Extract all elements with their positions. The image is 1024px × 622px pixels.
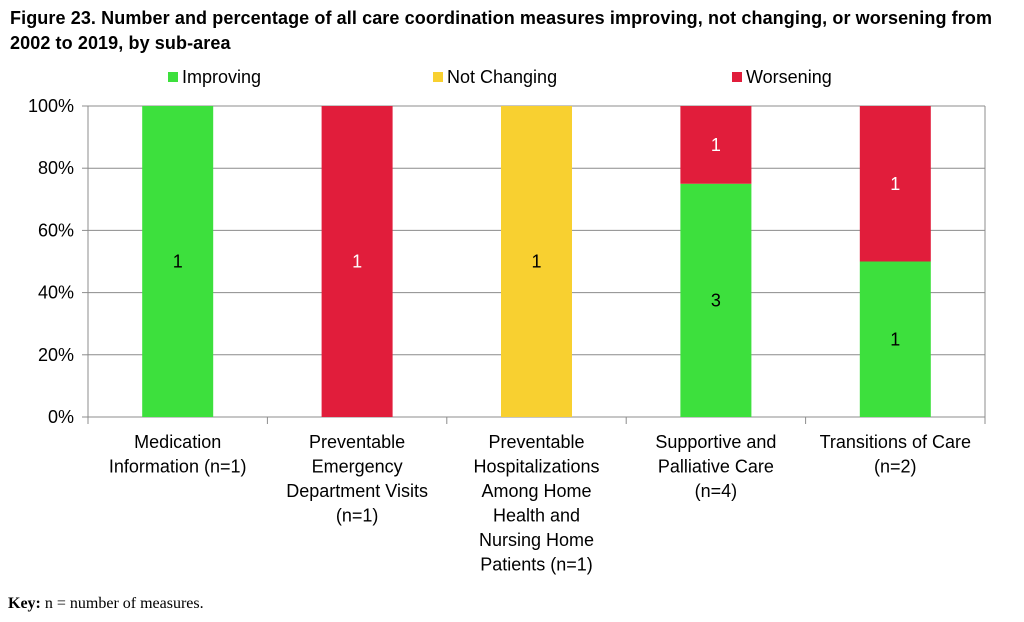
bar-segment [680,106,752,184]
stacked-bar-chart: 0% 20% 40% 60% 80% 100% 1 Medication Information… [28,96,986,575]
x-category-label-line: Patients (n=1) [480,555,593,575]
x-category-label: Medication Information (n=1) [109,432,247,477]
legend-label-improving: Improving [182,67,262,87]
x-category-label-line: Preventable [488,432,584,452]
x-category-label: Supportive and Palliative Care (n=4) [655,432,776,501]
key-note: Key: n = number of measures. [8,595,204,613]
y-tick-label: 20% [38,345,74,365]
x-category-label-line: (n=1) [336,506,379,526]
y-tick-label: 0% [48,407,74,427]
y-tick-label: 60% [38,220,74,240]
x-category-label-line: (n=2) [874,457,917,477]
x-category-label-line: Transitions of Care [820,432,971,452]
bar-segment [680,183,752,417]
legend-label-worsening: Worsening [746,67,832,87]
data-label: 1 [173,252,183,272]
x-category-label-line: Preventable [309,432,405,452]
y-tick-label: 100% [28,96,74,116]
legend: Improving Not Changing Worsening [0,64,1024,90]
data-label: 1 [890,329,900,349]
legend-item-improving: Improving [168,64,261,90]
x-category-label-line: Among Home [481,481,591,501]
bar-segment [321,106,393,417]
x-category-label: Preventable Hospitalizations Among Home Hea… [473,432,599,575]
x-category-label-line: Nursing Home [479,530,594,550]
x-category-label-line: Hospitalizations [473,457,599,477]
key-label: Key: [8,595,41,612]
data-label: 3 [711,290,721,310]
y-tick-label: 80% [38,158,74,178]
legend-item-worsening: Worsening [732,64,832,90]
x-category-label: Preventable Emergency Department Visits (n=… [286,432,428,526]
legend-label-not-changing: Not Changing [447,67,558,87]
bar-segment [501,106,572,417]
bar-segment [142,106,214,417]
x-category-label-line: Medication [134,432,221,452]
data-label: 1 [531,252,541,272]
key-text: n = number of measures. [44,595,204,612]
x-category-label-line: Information (n=1) [109,457,247,477]
legend-swatch-worsening [732,72,742,82]
chart-title: Figure 23. Number and percentage of all … [10,8,993,53]
legend-item-not-changing: Not Changing [433,64,557,90]
x-category-label-line: Health and [493,506,580,526]
legend-swatch-improving [168,72,178,82]
data-label: 1 [711,135,721,155]
legend-swatch-not-changing [433,72,443,82]
bar-segment [859,261,931,417]
bar-segment [859,106,931,262]
x-category-label: Transitions of Care (n=2) [820,432,971,477]
x-category-label-line: Palliative Care [658,457,774,477]
y-tick-label: 40% [38,283,74,303]
x-category-label-line: (n=4) [695,481,738,501]
data-label: 1 [352,252,362,272]
x-category-label-line: Emergency [312,457,403,477]
x-category-label-line: Supportive and [655,432,776,452]
data-label: 1 [890,174,900,194]
x-category-label-line: Department Visits [286,481,428,501]
